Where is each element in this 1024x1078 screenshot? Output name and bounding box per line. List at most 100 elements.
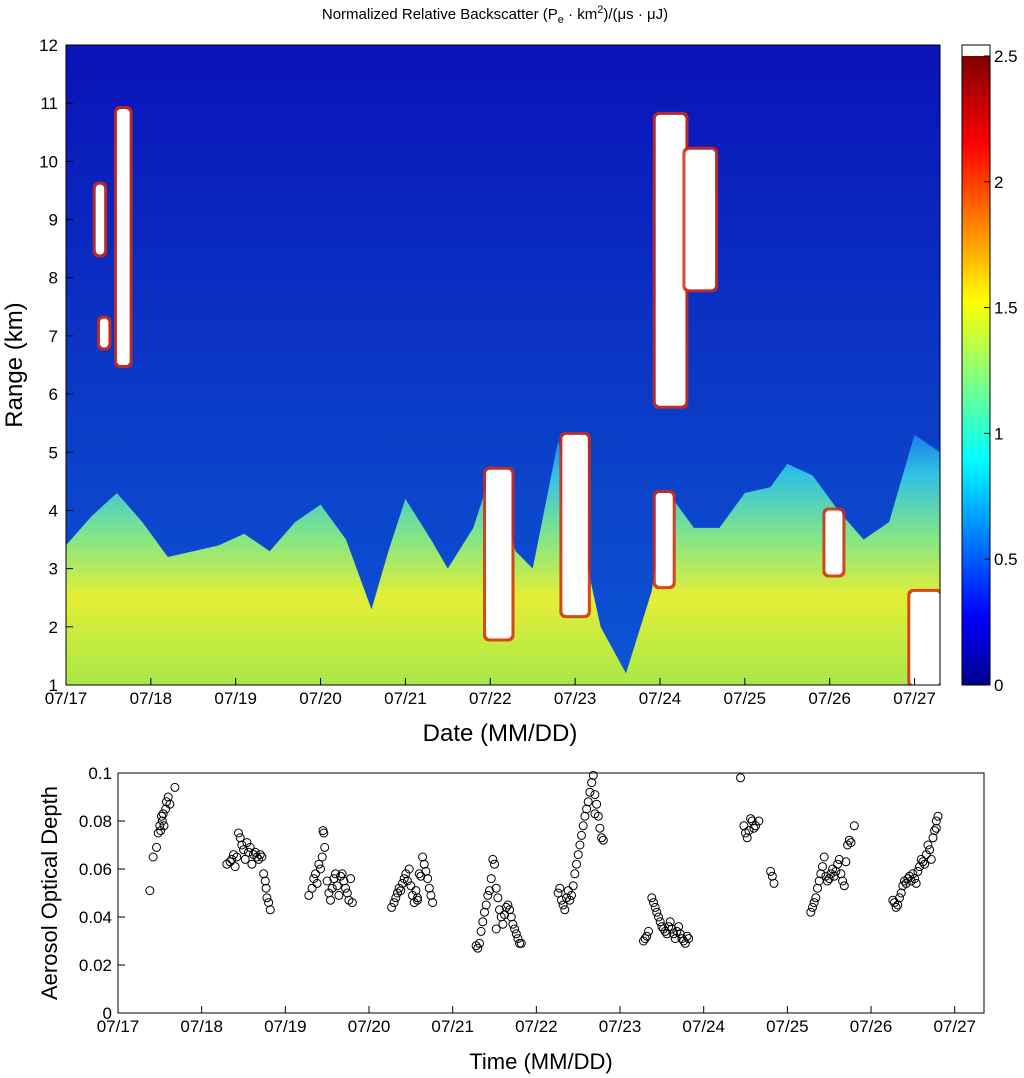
aod-point [424,883,434,893]
aod-point [391,893,401,903]
aod-xlabel: Time (MM/DD) [469,1049,612,1074]
aod-point [153,828,163,838]
aod-point [578,821,588,831]
aod-point [679,936,689,946]
aod-point [491,883,501,893]
aod-point [657,922,667,932]
aod-point [332,881,342,891]
aod-point [326,895,335,905]
aod-point [225,857,235,867]
aod-point [913,866,923,876]
aod-xtick-label: 07/18 [180,1017,223,1036]
heatmap-ytick-label: 12 [39,36,58,55]
aod-point [675,929,685,939]
aod-point [751,821,761,831]
heatmap-ytick-label: 1 [49,676,58,695]
aod-point [565,895,575,905]
aod-point [473,943,483,953]
heatmap-xtick-label: 07/26 [808,689,851,708]
aod-point [642,931,652,941]
aod-point [346,874,356,884]
aod-point [403,876,412,886]
aod-point [398,878,407,888]
colorbar-tick-label: 1 [994,424,1003,443]
aod-point [327,883,337,893]
heatmap-xlabel: Date (MM/DD) [423,720,578,747]
aod-point [587,778,597,788]
aod-point [411,886,421,896]
heatmap-ytick-label: 3 [49,560,58,579]
aod-point [404,864,414,874]
aod-point [739,821,749,831]
aod-point [595,823,605,833]
aod-xtick-label: 07/25 [766,1017,809,1036]
aod-xtick-label: 07/23 [599,1017,642,1036]
aod-point [419,859,429,869]
aod-point [264,898,274,908]
aod-point [598,835,608,845]
aod-point [744,826,754,836]
aod-point [901,878,911,888]
aod-point [232,852,242,862]
aod-point [677,934,687,944]
aod-xtick-label: 07/27 [933,1017,976,1036]
aod-point [647,893,657,903]
heatmap-xtick-label: 07/17 [45,689,88,708]
aod-point [640,934,650,944]
aod-point [508,919,518,929]
heatmap-ytick-label: 7 [49,327,58,346]
aod-point [426,890,436,900]
aod-point [506,912,516,922]
aod-point [573,850,583,860]
aod-point [811,893,821,903]
aod-point [318,826,328,836]
aod-point [644,926,653,936]
aod-point [654,912,663,922]
aod-point [342,888,352,898]
heatmap-xtick-label: 07/24 [639,689,682,708]
aod-xtick-label: 07/20 [348,1017,391,1036]
aod-point [408,890,417,900]
aod-point [334,890,344,900]
aod-point [639,936,648,946]
aod-point [155,821,165,831]
aod-point [582,804,592,814]
aod-point [406,881,416,891]
aod-point [684,934,694,944]
heatmap-ytick-label: 4 [49,501,58,520]
aod-point [933,811,943,821]
aod-point [555,883,565,893]
backscatter-heatmap [66,45,940,685]
heatmap-xtick-label: 07/18 [130,689,173,708]
colorbar-frame [961,44,991,686]
aod-point [347,898,357,908]
aod-point [895,893,904,903]
colorbar-tick-label: 0 [994,676,1003,695]
aod-ytick-label: 0 [103,1004,112,1023]
aod-point [227,854,237,864]
aod-point [662,929,672,939]
aod-point [824,874,834,884]
heatmap-xtick-label: 07/22 [469,689,512,708]
aod-point [486,874,496,884]
aod-point [553,888,563,898]
aod-point [931,816,941,826]
aod-point [660,926,670,936]
colorbar-tick-label: 2 [994,173,1003,192]
aod-point [736,773,745,783]
high-backscatter-region [95,184,105,255]
aod-point [916,854,926,864]
aod-point [516,938,526,948]
high-backscatter-region [116,109,130,365]
aod-point [570,869,580,879]
aod-point [567,890,576,900]
heatmap-ylabel: Range (km) [1,302,28,427]
aod-point [846,838,856,848]
aod-point [337,869,347,879]
aod-xtick-label: 07/22 [515,1017,558,1036]
aod-point [930,826,940,836]
aod-ytick-label: 0.06 [79,860,112,879]
aod-point [396,886,406,896]
aod-point [416,871,426,881]
aod-point [490,859,499,869]
